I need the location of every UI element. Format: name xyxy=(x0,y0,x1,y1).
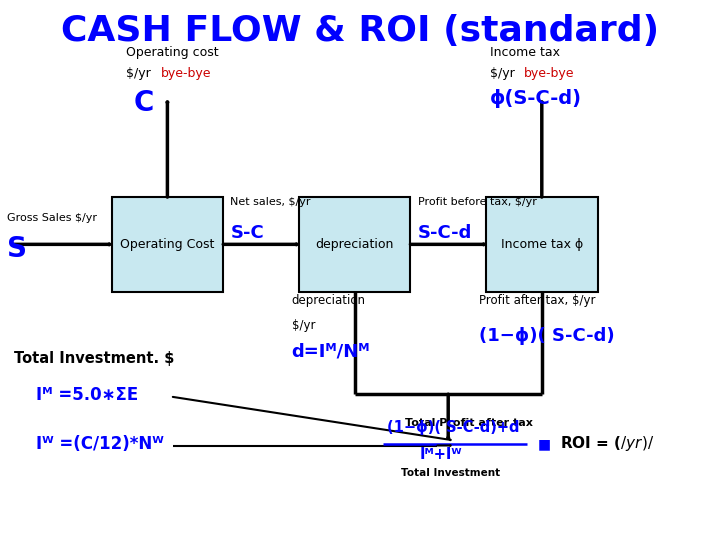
Text: Profit before tax, $/yr: Profit before tax, $/yr xyxy=(418,197,536,207)
Text: S: S xyxy=(7,235,27,263)
Text: Total Profit after tax: Total Profit after tax xyxy=(405,418,533,429)
Text: bye-bye: bye-bye xyxy=(524,68,575,80)
Text: d=Iᴹ/Nᴹ: d=Iᴹ/Nᴹ xyxy=(292,343,370,361)
FancyBboxPatch shape xyxy=(299,197,410,292)
Text: Total Investment. $: Total Investment. $ xyxy=(14,351,175,366)
Text: $/yr: $/yr xyxy=(126,68,155,80)
Text: Net sales, $/yr: Net sales, $/yr xyxy=(230,197,311,207)
Text: Operating cost: Operating cost xyxy=(126,46,219,59)
Text: ■: ■ xyxy=(539,437,552,451)
FancyBboxPatch shape xyxy=(112,197,223,292)
Text: ROI = ($/yr)/$: ROI = ($/yr)/$ xyxy=(560,434,654,454)
Text: Income tax ϕ: Income tax ϕ xyxy=(500,238,583,251)
Text: C: C xyxy=(133,89,153,117)
Text: Iᴹ =5.0∗ΣE: Iᴹ =5.0∗ΣE xyxy=(36,386,138,404)
Text: $/yr: $/yr xyxy=(490,68,518,80)
Text: (1−ϕ)( S-C-d): (1−ϕ)( S-C-d) xyxy=(479,327,614,345)
Text: S-C: S-C xyxy=(230,224,264,242)
FancyBboxPatch shape xyxy=(486,197,598,292)
Text: Operating Cost: Operating Cost xyxy=(120,238,215,251)
Text: Profit after tax, $/yr: Profit after tax, $/yr xyxy=(479,294,595,307)
Text: S-C-d: S-C-d xyxy=(418,224,472,242)
Text: $/yr: $/yr xyxy=(292,319,315,332)
Text: Iᴹ+Iᵂ: Iᴹ+Iᵂ xyxy=(420,447,462,462)
Text: Total Investment: Total Investment xyxy=(402,468,500,478)
Text: depreciation: depreciation xyxy=(315,238,394,251)
Text: Gross Sales $/yr: Gross Sales $/yr xyxy=(7,213,97,224)
Text: Iᵂ =(C/12)*Nᵂ: Iᵂ =(C/12)*Nᵂ xyxy=(36,435,163,453)
Text: ϕ(S-C-d): ϕ(S-C-d) xyxy=(490,89,582,108)
Text: (1−ϕ)( S-C-d)+d: (1−ϕ)( S-C-d)+d xyxy=(387,420,520,435)
Text: Income tax: Income tax xyxy=(490,46,559,59)
Text: CASH FLOW & ROI (standard): CASH FLOW & ROI (standard) xyxy=(61,14,659,48)
Text: depreciation: depreciation xyxy=(292,294,366,307)
Text: bye-bye: bye-bye xyxy=(161,68,211,80)
